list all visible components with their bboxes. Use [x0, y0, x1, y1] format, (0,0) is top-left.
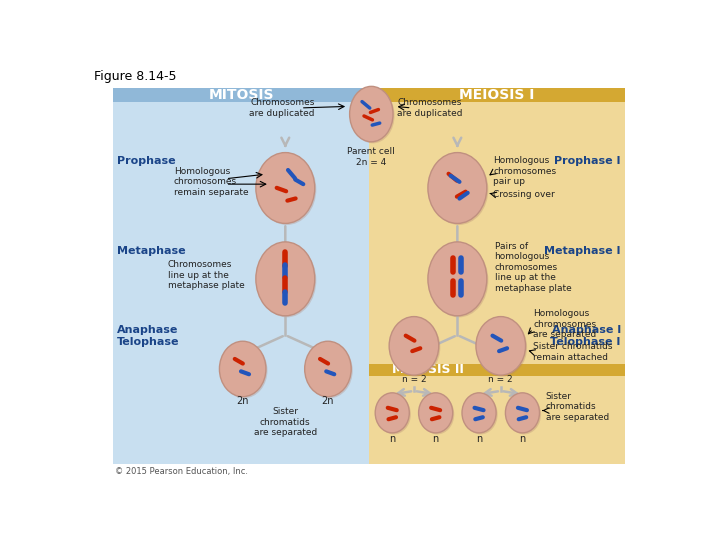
Text: MEIOSIS I: MEIOSIS I — [459, 88, 534, 102]
Ellipse shape — [221, 343, 267, 398]
Text: 2n: 2n — [322, 396, 334, 406]
Ellipse shape — [389, 316, 438, 375]
Text: © 2015 Pearson Education, Inc.: © 2015 Pearson Education, Inc. — [114, 467, 248, 476]
Ellipse shape — [256, 153, 315, 224]
Text: n: n — [519, 434, 526, 444]
Ellipse shape — [256, 242, 315, 316]
Text: n = 2: n = 2 — [488, 375, 513, 384]
Text: Crossing over: Crossing over — [493, 190, 554, 199]
FancyBboxPatch shape — [113, 88, 369, 464]
Text: n: n — [389, 434, 395, 444]
Text: Prophase: Prophase — [117, 156, 176, 166]
Text: Parent cell
2n = 4: Parent cell 2n = 4 — [348, 147, 395, 166]
Text: n: n — [433, 434, 438, 444]
Ellipse shape — [476, 316, 526, 375]
Ellipse shape — [428, 242, 487, 316]
Ellipse shape — [391, 318, 441, 377]
Ellipse shape — [377, 394, 411, 434]
Ellipse shape — [350, 86, 393, 142]
Text: Anaphase I
Telophase I: Anaphase I Telophase I — [551, 325, 621, 347]
Text: n = 2: n = 2 — [402, 375, 426, 384]
Text: Sister
chromatids
are separated: Sister chromatids are separated — [546, 392, 609, 422]
FancyBboxPatch shape — [369, 363, 625, 464]
Ellipse shape — [418, 393, 453, 433]
FancyBboxPatch shape — [369, 88, 625, 102]
Text: Chromosomes
are duplicated: Chromosomes are duplicated — [249, 98, 315, 118]
Text: n: n — [476, 434, 482, 444]
Text: Figure 8.14-5: Figure 8.14-5 — [94, 70, 176, 83]
Text: Metaphase: Metaphase — [117, 246, 186, 256]
Text: Homologous
chromosomes
remain separate: Homologous chromosomes remain separate — [174, 167, 248, 197]
FancyBboxPatch shape — [369, 363, 625, 376]
Ellipse shape — [505, 393, 539, 433]
Ellipse shape — [305, 341, 351, 397]
Ellipse shape — [428, 153, 487, 224]
Text: Pairs of
homologous
chromosomes
line up at the
metaphase plate: Pairs of homologous chromosomes line up … — [495, 242, 571, 293]
Ellipse shape — [507, 394, 541, 434]
Text: MEIOSIS II: MEIOSIS II — [392, 363, 464, 376]
Ellipse shape — [220, 341, 266, 397]
Text: Homologous
chromosomes
pair up: Homologous chromosomes pair up — [493, 156, 556, 186]
Ellipse shape — [464, 394, 498, 434]
Text: Anaphase
Telophase: Anaphase Telophase — [117, 325, 179, 347]
FancyBboxPatch shape — [113, 88, 369, 102]
Text: Sister chromatids
remain attached: Sister chromatids remain attached — [534, 342, 613, 362]
Text: MITOSIS: MITOSIS — [208, 88, 274, 102]
Ellipse shape — [258, 244, 316, 318]
Text: 2n: 2n — [236, 396, 249, 406]
Ellipse shape — [477, 318, 527, 377]
Ellipse shape — [462, 393, 496, 433]
Ellipse shape — [306, 343, 353, 398]
Ellipse shape — [429, 154, 488, 225]
Text: Sister
chromatids
are separated: Sister chromatids are separated — [253, 408, 317, 437]
Ellipse shape — [429, 244, 488, 318]
Text: Chromosomes
are duplicated: Chromosomes are duplicated — [397, 98, 462, 118]
Text: Chromosomes
line up at the
metaphase plate: Chromosomes line up at the metaphase pla… — [168, 260, 244, 290]
Text: Prophase I: Prophase I — [554, 156, 621, 166]
Ellipse shape — [351, 88, 395, 143]
Ellipse shape — [420, 394, 454, 434]
Text: Metaphase I: Metaphase I — [544, 246, 621, 256]
Ellipse shape — [258, 154, 316, 225]
Text: Homologous
chromosomes
are separated: Homologous chromosomes are separated — [534, 309, 597, 339]
FancyBboxPatch shape — [369, 88, 625, 464]
Ellipse shape — [375, 393, 409, 433]
